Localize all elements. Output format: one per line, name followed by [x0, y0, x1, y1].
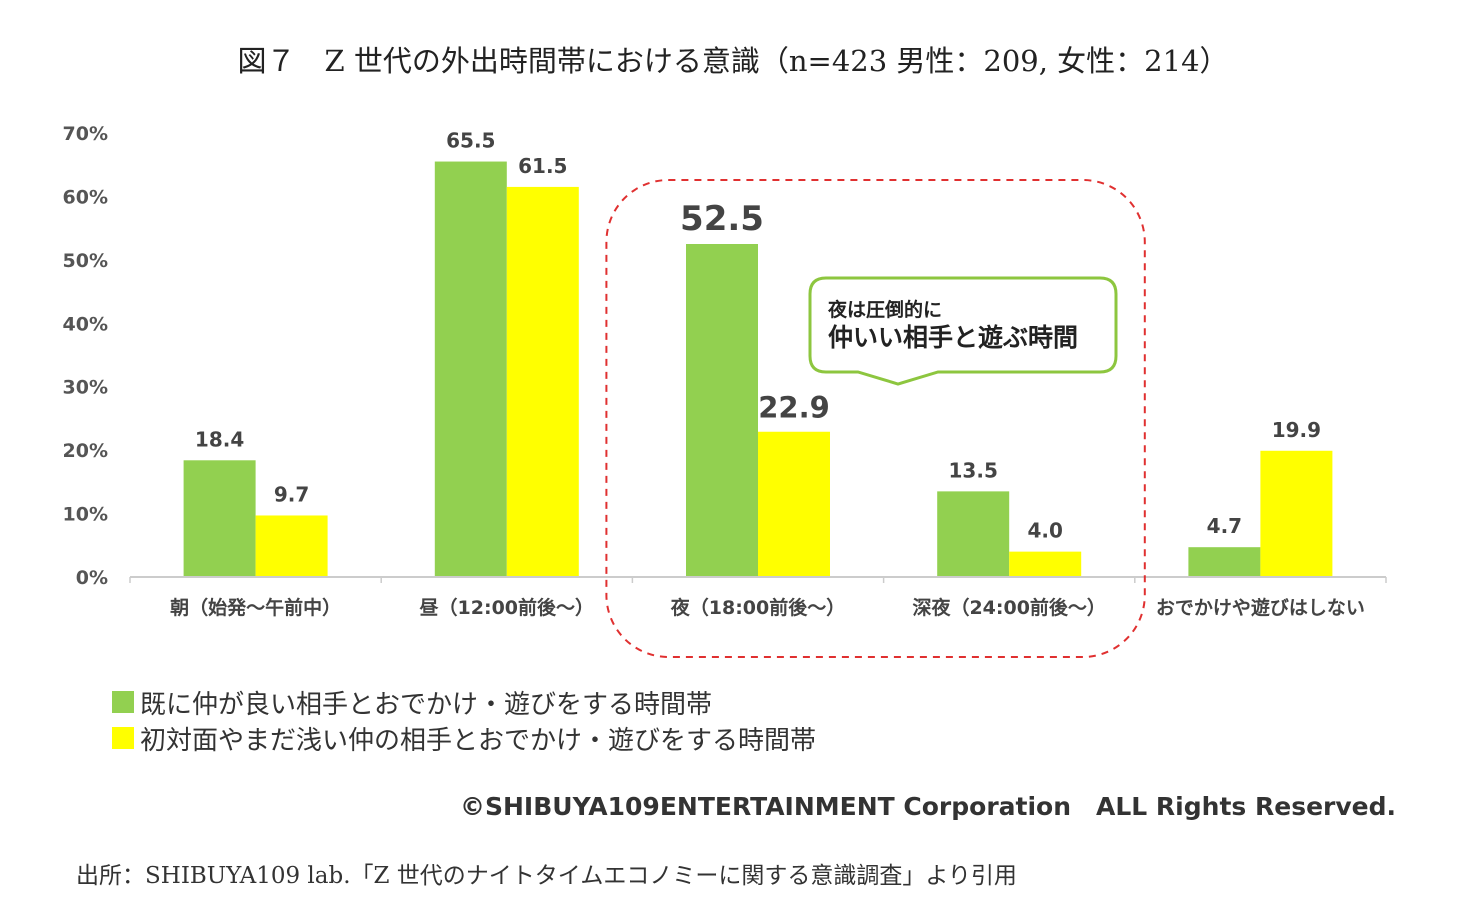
- bar: [183, 460, 256, 577]
- bar-chart: 0% 10% 20% 30% 40% 50% 60% 70% 18.4 9.7 65.5 61.5 5…: [63, 123, 1387, 658]
- callout-line1: 夜は圧倒的に: [827, 298, 942, 321]
- y-tick-label: 50%: [63, 250, 108, 272]
- legend-swatch-yellow: [112, 727, 134, 749]
- y-tick-label: 40%: [63, 313, 108, 335]
- y-tick-label: 10%: [63, 504, 108, 526]
- bar: [758, 431, 830, 577]
- legend-label: 既に仲が良い相手とおでかけ・遊びをする時間帯: [140, 689, 713, 720]
- data-label: 19.9: [1272, 418, 1321, 442]
- y-tick-label: 0%: [76, 567, 108, 589]
- callout-bubble: [808, 276, 1118, 386]
- x-tick-label: 朝（始発～午前中）: [170, 596, 341, 619]
- bar: [255, 515, 328, 577]
- copyright: ©SHIBUYA109ENTERTAINMENT Corporation ALL…: [460, 792, 1396, 821]
- bar: [434, 161, 507, 578]
- x-tick-label: 昼（12:00前後～）: [420, 596, 594, 619]
- data-label: 4.7: [1207, 514, 1242, 538]
- y-axis: 0% 10% 20% 30% 40% 50% 60% 70%: [63, 123, 108, 589]
- x-tick-label: 深夜（24:00前後～）: [912, 596, 1105, 619]
- source-citation: 出所：SHIBUYA109 lab.「Z 世代のナイトタイムエコノミーに関する意…: [76, 863, 1017, 889]
- legend-item-new-acquaintances: 初対面やまだ浅い仲の相手とおでかけ・遊びをする時間帯: [112, 720, 816, 756]
- data-label: 61.5: [518, 154, 567, 178]
- y-tick-label: 60%: [63, 186, 108, 208]
- bar: [506, 186, 579, 577]
- callout-line2: 仲いい相手と遊ぶ時間: [828, 323, 1078, 352]
- bar: [686, 244, 758, 577]
- data-label: 65.5: [446, 129, 495, 153]
- x-tick-label: おでかけや遊びはしない: [1156, 596, 1365, 619]
- bar: [1260, 450, 1333, 577]
- bar: [1188, 547, 1261, 577]
- data-label: 22.9: [758, 391, 830, 425]
- bar: [937, 491, 1010, 577]
- legend-item-close-friends: 既に仲が良い相手とおでかけ・遊びをする時間帯: [112, 684, 816, 720]
- y-tick-label: 30%: [63, 377, 108, 399]
- y-tick-label: 70%: [63, 123, 108, 145]
- legend: 既に仲が良い相手とおでかけ・遊びをする時間帯 初対面やまだ浅い仲の相手とおでかけ…: [112, 684, 816, 756]
- data-label: 13.5: [949, 458, 998, 482]
- data-label: 9.7: [274, 482, 309, 506]
- chart-title: 図７ Z 世代の外出時間帯における意識（n=423 男性：209, 女性：214…: [237, 44, 1229, 78]
- data-label: 52.5: [680, 199, 764, 239]
- data-label: 18.4: [195, 427, 244, 451]
- x-tick-label: 夜（18:00前後～）: [670, 596, 845, 619]
- bar: [1009, 551, 1082, 577]
- y-tick-label: 20%: [63, 440, 108, 462]
- data-label: 4.0: [1027, 519, 1062, 543]
- bars: 18.4 9.7 65.5 61.5 52.5 22.9 13.5 4.0 4.7 19.9: [183, 129, 1333, 578]
- x-axis: 朝（始発～午前中） 昼（12:00前後～） 夜（18:00前後～） 深夜（24:00前…: [129, 576, 1387, 619]
- legend-swatch-green: [112, 691, 134, 713]
- legend-label: 初対面やまだ浅い仲の相手とおでかけ・遊びをする時間帯: [140, 725, 817, 756]
